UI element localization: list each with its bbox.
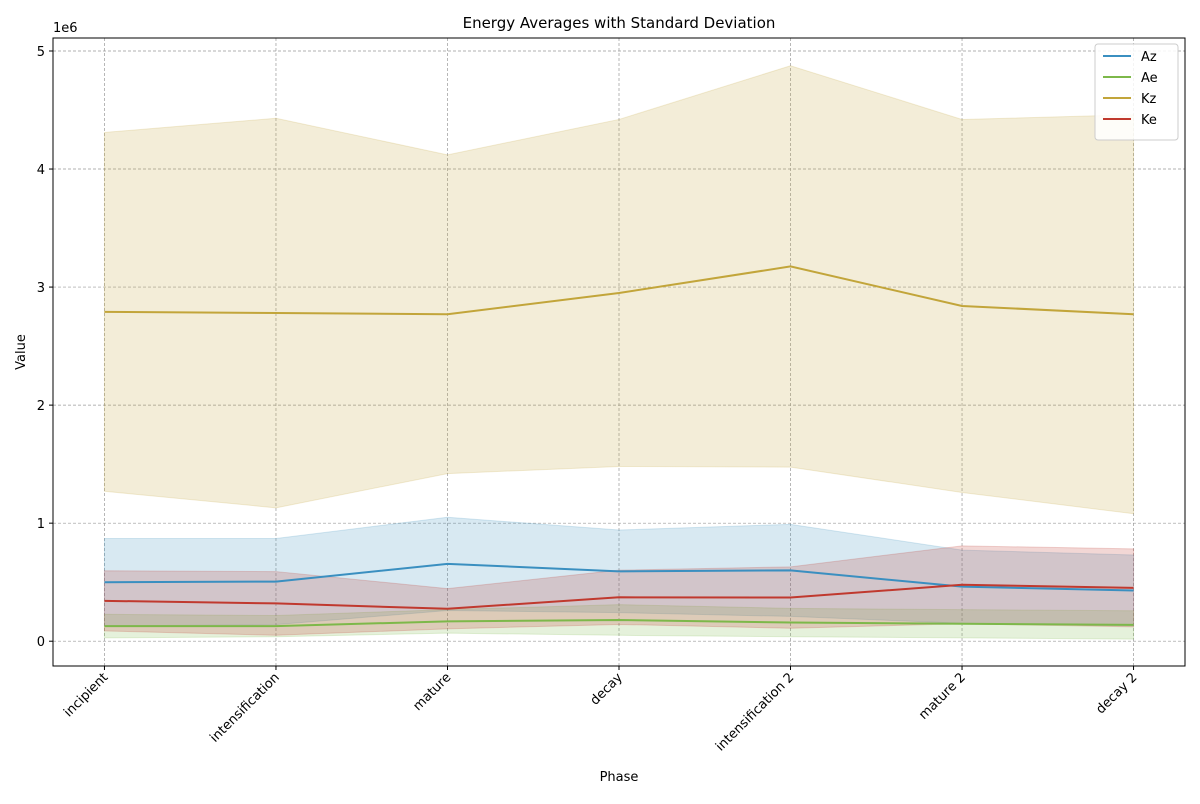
- series-line: [104, 562, 1134, 592]
- std-band: [103, 604, 1135, 640]
- std-band: [103, 65, 1135, 515]
- y-axis-label: Value: [14, 334, 29, 370]
- legend-label: Ke: [1141, 113, 1157, 128]
- chart-title: Energy Averages with Standard Deviation: [463, 14, 776, 32]
- legend-label: Kz: [1141, 92, 1157, 107]
- x-axis-label: Phase: [600, 770, 639, 785]
- y-tick-label: 1: [37, 517, 45, 532]
- y-tick-label: 4: [37, 163, 45, 178]
- y-tick-label: 2: [37, 399, 45, 414]
- legend-box: [1094, 43, 1179, 141]
- y-tick-label: 3: [37, 281, 45, 296]
- legend-label: Az: [1141, 50, 1157, 65]
- legend-label: Ae: [1141, 71, 1158, 86]
- y-offset-label: 1e6: [53, 21, 78, 36]
- y-tick-label: 5: [37, 45, 45, 60]
- series-line: [104, 583, 1134, 610]
- std-band: [103, 545, 1135, 636]
- series-line: [104, 618, 1134, 628]
- series-line: [104, 265, 1134, 316]
- axes-frame: [52, 37, 1186, 667]
- y-tick-label: 0: [37, 635, 45, 650]
